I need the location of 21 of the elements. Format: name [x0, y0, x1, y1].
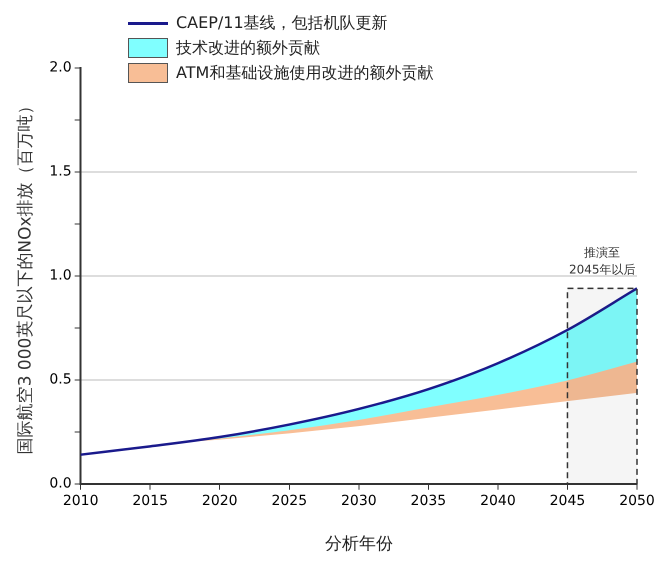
x-tick-label: 2035	[410, 492, 446, 509]
y-tick-label: 0.5	[49, 371, 72, 388]
y-tick-label: 1.5	[49, 164, 72, 180]
x-tick-label: 2020	[202, 492, 238, 509]
x-tick-label: 2050	[619, 492, 655, 509]
x-tick-label: 2025	[271, 492, 308, 509]
x-tick-label: 2040	[480, 492, 516, 509]
x-axis-title: 分析年份	[324, 534, 393, 554]
x-tick-label: 2045	[550, 492, 586, 509]
legend-label: CAEP/11基线，包括机队更新	[176, 12, 388, 34]
band-label: 推演至 2045年以后	[568, 246, 636, 276]
y-axis-title: 国际航空3 000英尺以下的NOx排放（百万吨）	[16, 97, 36, 454]
text: 0.0	[49, 475, 72, 492]
y-tick-label: 1.0	[49, 268, 72, 284]
line-series	[80, 287, 637, 456]
legend-label: ATM和基础设施使用改进的额外贡献	[176, 62, 434, 84]
x-tick-label: 2030	[341, 492, 377, 509]
y-tick-label: 2.0	[49, 60, 72, 76]
x-tick-label: 2010	[62, 492, 98, 509]
legend-label: 技术改进的额外贡献	[176, 37, 320, 59]
x-tick-label: 2015	[132, 492, 168, 509]
